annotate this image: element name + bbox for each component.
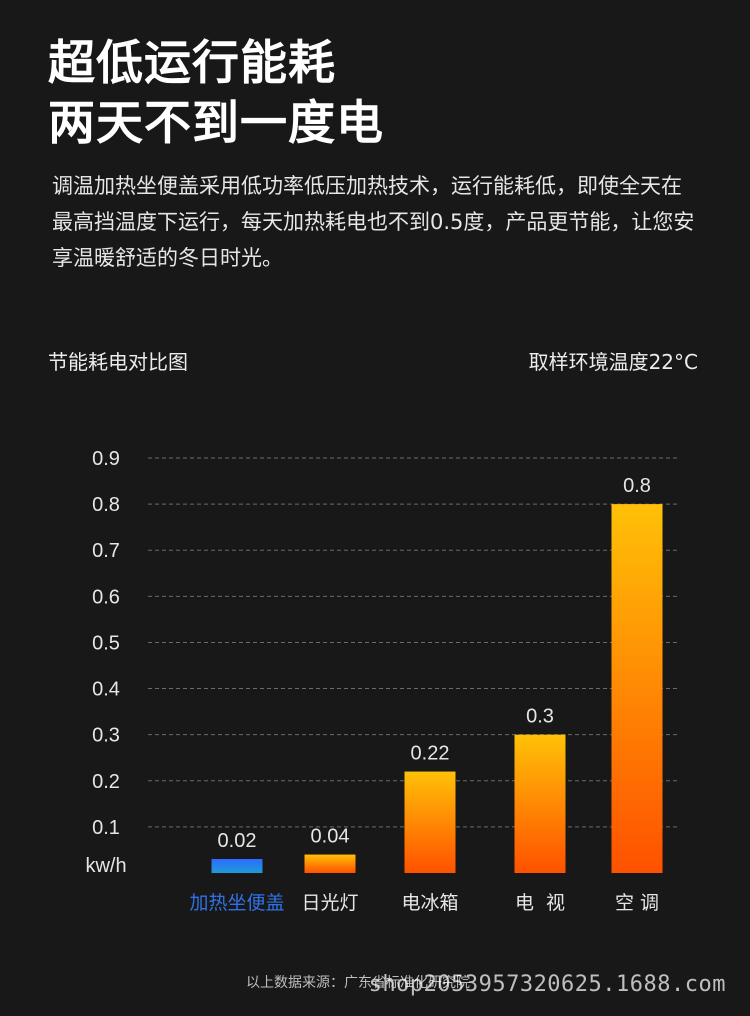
bar-value-labels: 0.02 0.04 0.22 0.3 0.8 [218, 475, 651, 852]
bar-value-label: 0.04 [311, 826, 350, 848]
y-tick-label: 0.7 [92, 540, 120, 562]
headline-line-1: 超低运行能耗 [48, 36, 336, 91]
y-tick-label: 0.8 [92, 494, 120, 516]
headline: 超低运行能耗 两天不到一度电 [48, 34, 384, 154]
bar-3 [514, 734, 566, 873]
bars [211, 504, 663, 873]
bar-0 [211, 859, 263, 873]
bar-value-label: 0.22 [411, 743, 450, 765]
bar-value-label: 0.02 [218, 830, 257, 852]
category-label: 电冰箱 [401, 892, 458, 914]
data-source-note: 以上数据来源：广东省标准化研究院 [246, 975, 470, 991]
headline-line-2: 两天不到一度电 [48, 96, 384, 151]
category-labels: 加热坐便盖 日光灯 电冰箱 电 视 空 调 [189, 892, 659, 914]
y-axis-ticks: 0.1 0.2 0.3 0.4 0.5 0.6 0.7 0.8 0.9 [92, 448, 120, 839]
category-label: 电 视 [515, 892, 565, 914]
y-tick-label: 0.1 [92, 817, 120, 839]
y-tick-label: 0.2 [92, 771, 120, 793]
bar-2 [404, 771, 456, 873]
category-label: 空 调 [615, 892, 659, 914]
shop-watermark: shop2053957320625.1688.com [368, 972, 726, 997]
y-tick-label: 0.6 [92, 586, 120, 608]
y-axis-unit-label: kw/h [85, 855, 126, 877]
chart-caption: 节能耗电对比图 [48, 350, 188, 374]
y-tick-label: 0.4 [92, 679, 120, 701]
bar-value-label: 0.8 [623, 475, 651, 497]
bar-value-label: 0.3 [526, 706, 554, 728]
bar-4 [611, 504, 663, 873]
description: 调温加热坐便盖采用低功率低压加热技术，运行能耗低，即使全天在最高挡温度下运行，每… [52, 174, 695, 270]
category-label: 日光灯 [301, 892, 358, 914]
y-tick-label: 0.5 [92, 632, 120, 654]
bar-1 [304, 854, 356, 873]
sample-temperature-note: 取样环境温度22°C [528, 350, 698, 374]
category-label: 加热坐便盖 [189, 892, 284, 914]
y-tick-label: 0.9 [92, 448, 120, 470]
y-tick-label: 0.3 [92, 725, 120, 747]
